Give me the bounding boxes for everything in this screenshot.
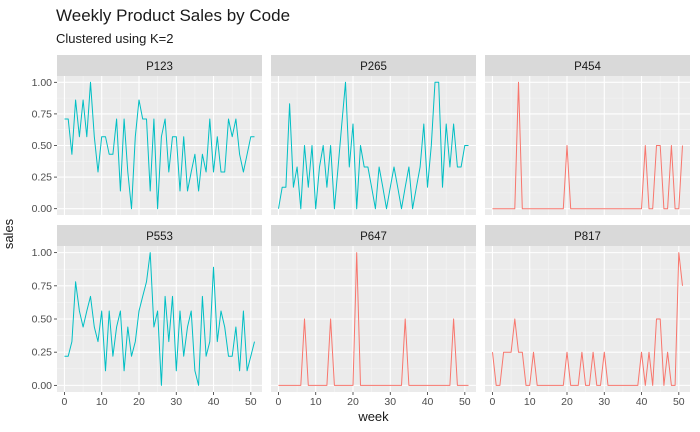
y-tick-label: 0.50: [32, 314, 53, 326]
x-tick-label: 10: [524, 396, 536, 408]
chart-title: Weekly Product Sales by Code: [56, 6, 291, 25]
chart-subtitle: Clustered using K=2: [56, 31, 174, 46]
x-tick-label: 20: [133, 396, 145, 408]
facet-label: P454: [574, 61, 601, 73]
y-tick-label: 0.50: [32, 140, 53, 152]
facet-strip: [57, 225, 262, 246]
x-tick-label: 50: [673, 396, 685, 408]
facet-label: P553: [146, 231, 173, 243]
x-axis-title: week: [357, 409, 389, 424]
y-tick-label: 0.25: [32, 347, 53, 359]
y-tick-label: 0.75: [32, 108, 53, 120]
y-tick-label: 0.25: [32, 172, 53, 184]
x-tick-label: 30: [598, 396, 610, 408]
x-tick-label: 20: [347, 396, 359, 408]
x-tick-label: 50: [459, 396, 471, 408]
series-line-P817: [492, 252, 683, 386]
x-tick-label: 20: [561, 396, 573, 408]
x-tick-label: 40: [422, 396, 434, 408]
y-tick-label: 1.00: [32, 77, 53, 89]
facet-strip: [271, 55, 476, 76]
x-tick-label: 0: [490, 396, 496, 408]
x-tick-label: 40: [208, 396, 220, 408]
facet-strip: [271, 225, 476, 246]
x-tick-label: 10: [310, 396, 322, 408]
x-tick-label: 10: [96, 396, 108, 408]
x-tick-label: 0: [62, 396, 68, 408]
y-tick-label: 0.00: [32, 203, 53, 215]
facet-label: P817: [574, 231, 601, 243]
y-tick-label: 0.00: [32, 380, 53, 392]
x-tick-label: 40: [636, 396, 648, 408]
facet-strip: [485, 55, 690, 76]
y-tick-label: 1.00: [32, 247, 53, 259]
x-tick-label: 50: [245, 396, 257, 408]
facet-label: P265: [360, 61, 387, 73]
x-tick-label: 30: [170, 396, 182, 408]
series-line-P553: [64, 252, 255, 386]
facet-strip: [485, 225, 690, 246]
series-line-P454: [492, 81, 683, 210]
facet-label: P647: [360, 231, 387, 243]
series-line-P647: [278, 252, 469, 386]
facet-strip: [57, 55, 262, 76]
y-tick-label: 0.75: [32, 280, 53, 292]
series-line-P265: [278, 81, 469, 210]
series-line-P123: [64, 81, 255, 210]
y-axis-title: sales: [1, 218, 16, 249]
x-tick-label: 30: [384, 396, 396, 408]
facet-label: P123: [146, 61, 173, 73]
x-tick-label: 0: [276, 396, 282, 408]
